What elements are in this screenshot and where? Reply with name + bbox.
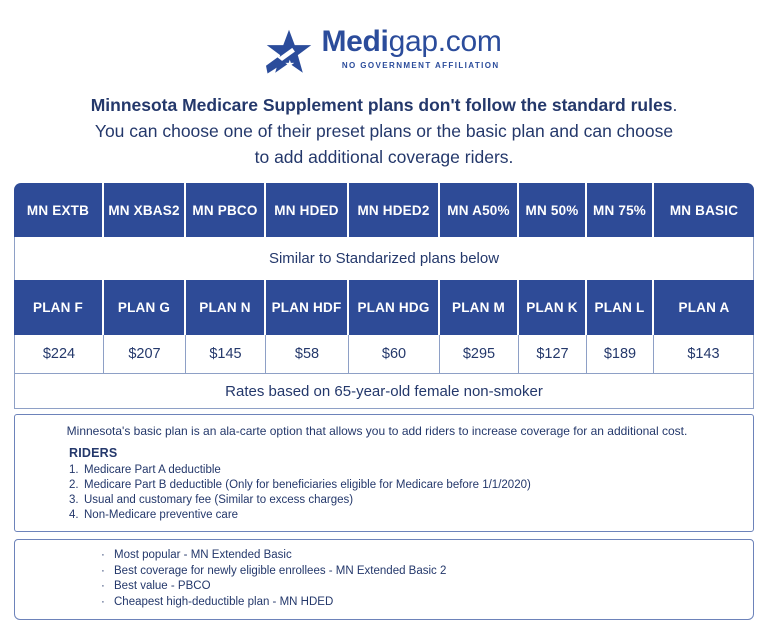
logo-brand-rest: gap.com [388, 25, 502, 58]
standard-plan-cell: PLAN K [519, 280, 587, 335]
rates-note-row: Rates based on 65-year-old female non-sm… [14, 374, 754, 409]
rider-number: 1. [69, 464, 79, 476]
rider-text: Usual and customary fee (Similar to exce… [84, 494, 354, 506]
preset-plan-cell: MN A50% [440, 183, 519, 237]
preset-plans-header-row: MN EXTB MN XBAS2 MN PBCO MN HDED MN HDED… [14, 183, 754, 237]
heading-subtitle: You can choose one of their preset plans… [94, 121, 674, 167]
rider-text: Non-Medicare preventive care [84, 509, 239, 521]
preset-plan-cell: MN HDED [266, 183, 349, 237]
standard-plan-cell: PLAN HDF [266, 280, 349, 335]
standard-plan-cell: PLAN HDG [349, 280, 440, 335]
standard-plan-cell: PLAN M [440, 280, 519, 335]
standard-plan-cell: PLAN L [587, 280, 654, 335]
preset-plan-cell: MN BASIC [654, 183, 754, 237]
logo-tagline: NO GOVERNMENT AFFILIATION [341, 61, 500, 70]
rider-text: Medicare Part A deductible [84, 464, 221, 476]
highlight-text: Cheapest high-deductible plan - MN HDED [114, 595, 334, 608]
heading-title-suffix: . [672, 95, 678, 115]
standard-plan-cell: PLAN N [186, 280, 266, 335]
rider-text: Medicare Part B deductible (Only for ben… [84, 479, 531, 491]
bullet-icon: · [101, 580, 105, 592]
rate-cell: $295 [440, 335, 519, 374]
rider-item: 4. Non-Medicare preventive care [69, 508, 739, 523]
highlight-item: · Best value - PBCO [101, 579, 739, 595]
rate-cell: $60 [349, 335, 440, 374]
bullet-icon: · [101, 595, 105, 608]
highlight-item: · Most popular - MN Extended Basic [101, 548, 739, 564]
similar-note-row: Similar to Standarized plans below [14, 237, 754, 280]
plan-highlights-box: · Most popular - MN Extended Basic · Bes… [14, 539, 754, 620]
rider-item: 3. Usual and customary fee (Similar to e… [69, 493, 739, 508]
highlight-item: · Cheapest high-deductible plan - MN HDE… [101, 595, 739, 611]
preset-plan-cell: MN XBAS2 [104, 183, 186, 237]
rate-cell: $224 [14, 335, 104, 374]
logo-wordmark: Medigap.com [321, 26, 501, 58]
rider-number: 2. [69, 479, 79, 491]
riders-heading: RIDERS [69, 446, 118, 460]
logo-text: Medigap.com NO GOVERNMENT AFFILIATION [321, 26, 501, 71]
highlight-text: Best value - PBCO [114, 580, 211, 592]
rider-number: 3. [69, 494, 79, 506]
medigap-star-icon: ★ [266, 29, 312, 74]
rate-cell: $189 [587, 335, 654, 374]
preset-plan-cell: MN PBCO [186, 183, 266, 237]
standard-plan-cell: PLAN F [14, 280, 104, 335]
highlight-item: · Best coverage for newly eligible enrol… [101, 564, 739, 580]
rider-item: 2. Medicare Part B deductible (Only for … [69, 478, 739, 493]
preset-plan-cell: MN 50% [519, 183, 587, 237]
preset-plan-cell: MN EXTB [14, 183, 104, 237]
heading-title-bold: Minnesota Medicare Supplement plans don'… [90, 95, 673, 115]
page-heading: Minnesota Medicare Supplement plans don'… [0, 92, 768, 170]
preset-plan-cell: MN HDED2 [349, 183, 440, 237]
highlight-text: Best coverage for newly eligible enrolle… [114, 564, 447, 577]
rate-cell: $58 [266, 335, 349, 374]
logo-brand-bold: Medi [321, 25, 389, 58]
logo[interactable]: ★ Medigap.com NO GOVERNMENT AFFILIATION [0, 0, 768, 75]
rates-row: $224 $207 $145 $58 $60 $295 $127 $189 $1… [14, 335, 754, 374]
heading-title: Minnesota Medicare Supplement plans don'… [0, 92, 768, 118]
standard-plans-header-row: PLAN F PLAN G PLAN N PLAN HDF PLAN HDG P… [14, 280, 754, 335]
preset-plan-cell: MN 75% [587, 183, 654, 237]
riders-intro: Minnesota's basic plan is an ala-carte o… [66, 424, 688, 438]
svg-text:★: ★ [285, 57, 295, 71]
rate-cell: $145 [186, 335, 266, 374]
standard-plan-cell: PLAN G [104, 280, 186, 335]
bullet-icon: · [101, 549, 105, 561]
rider-item: 1. Medicare Part A deductible [69, 463, 739, 478]
riders-box: Minnesota's basic plan is an ala-carte o… [14, 414, 754, 532]
bullet-icon: · [101, 564, 105, 577]
rate-cell: $207 [104, 335, 186, 374]
rate-cell: $143 [654, 335, 754, 374]
highlight-text: Most popular - MN Extended Basic [114, 549, 292, 561]
rider-number: 4. [69, 509, 79, 521]
rate-cell: $127 [519, 335, 587, 374]
plans-table: MN EXTB MN XBAS2 MN PBCO MN HDED MN HDED… [14, 183, 754, 409]
standard-plan-cell: PLAN A [654, 280, 754, 335]
